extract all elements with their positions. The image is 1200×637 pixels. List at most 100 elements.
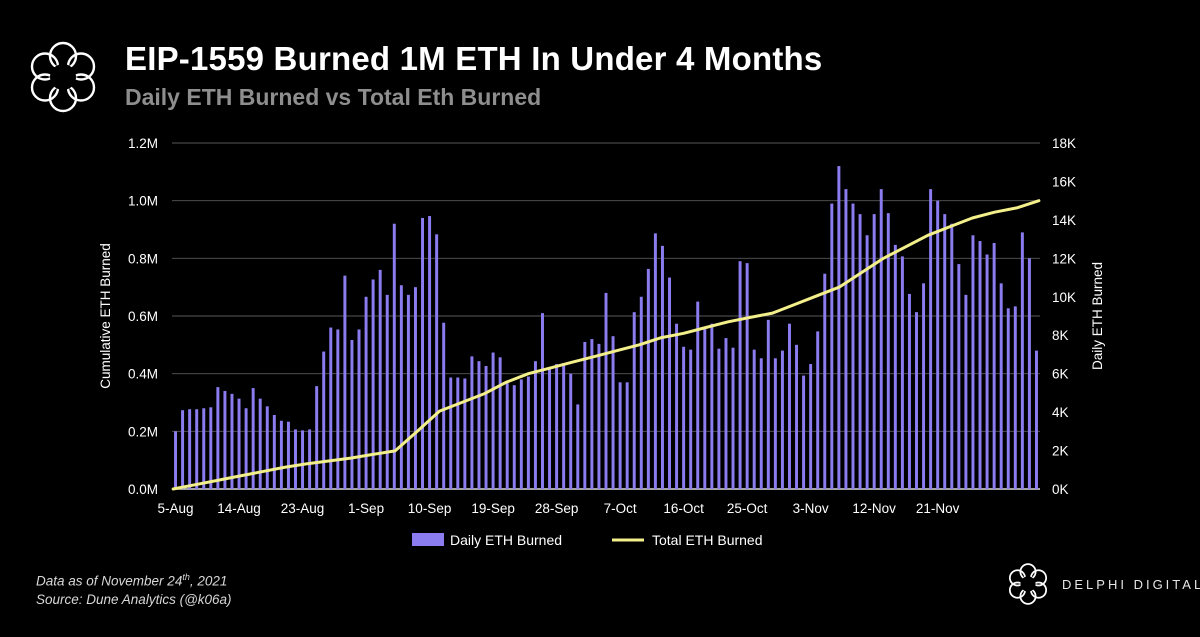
bar-daily-eth-burned <box>286 421 290 489</box>
x-tick-label: 14-Aug <box>217 501 261 516</box>
bar-daily-eth-burned <box>738 261 742 489</box>
x-tick-label: 21-Nov <box>916 501 960 516</box>
bar-daily-eth-burned <box>491 352 495 489</box>
right-tick-label: 10K <box>1052 290 1076 305</box>
bar-daily-eth-burned <box>844 189 848 489</box>
x-tick-label: 23-Aug <box>281 501 325 516</box>
left-tick-label: 0.4M <box>128 367 158 382</box>
bar-daily-eth-burned <box>251 388 255 489</box>
bar-daily-eth-burned <box>413 287 417 489</box>
left-tick-label: 0.8M <box>128 251 158 266</box>
bar-daily-eth-burned <box>301 430 305 489</box>
bar-daily-eth-burned <box>463 378 467 489</box>
bar-daily-eth-burned <box>385 294 389 489</box>
bar-daily-eth-burned <box>766 319 770 489</box>
bar-daily-eth-burned <box>442 322 446 489</box>
bar-daily-eth-burned <box>315 386 319 489</box>
x-tick-label: 10-Sep <box>408 501 452 516</box>
bar-daily-eth-burned <box>371 279 375 489</box>
bar-daily-eth-burned <box>745 263 749 489</box>
bar-daily-eth-burned <box>978 241 982 489</box>
bar-daily-eth-burned <box>653 233 657 489</box>
bar-daily-eth-burned <box>526 376 530 489</box>
right-tick-label: 8K <box>1052 328 1069 343</box>
x-tick-label: 3-Nov <box>793 501 829 516</box>
bar-daily-eth-burned <box>971 235 975 489</box>
bar-daily-eth-burned <box>639 296 643 489</box>
x-tick-label: 1-Sep <box>348 501 384 516</box>
bar-daily-eth-burned <box>590 339 594 489</box>
left-axis-title: Cumulative ETH Burned <box>98 243 113 389</box>
bar-daily-eth-burned <box>773 358 777 489</box>
x-tick-label: 12-Nov <box>852 501 896 516</box>
bar-daily-eth-burned <box>837 166 841 490</box>
left-tick-label: 1.2M <box>128 136 158 151</box>
bar-daily-eth-burned <box>484 365 488 489</box>
bar-daily-eth-burned <box>329 327 333 489</box>
bar-daily-eth-burned <box>893 244 897 489</box>
bar-daily-eth-burned <box>1034 350 1038 489</box>
bar-daily-eth-burned <box>795 344 799 489</box>
legend-label-daily: Daily ETH Burned <box>450 532 562 548</box>
page-subtitle: Daily ETH Burned vs Total Eth Burned <box>125 84 542 110</box>
bar-daily-eth-burned <box>576 404 580 489</box>
bar-daily-eth-burned <box>900 256 904 489</box>
bar-daily-eth-burned <box>449 377 453 489</box>
bar-daily-eth-burned <box>216 387 220 489</box>
bar-daily-eth-burned <box>294 429 297 489</box>
bar-daily-eth-burned <box>279 420 283 489</box>
bar-daily-eth-burned <box>696 301 700 489</box>
bar-daily-eth-burned <box>470 356 474 489</box>
bar-daily-eth-burned <box>703 326 707 489</box>
bar-daily-eth-burned <box>555 364 559 489</box>
bar-daily-eth-burned <box>237 398 241 489</box>
bar-daily-eth-burned <box>992 242 996 489</box>
bar-daily-eth-burned <box>802 375 806 489</box>
bar-daily-eth-burned <box>336 329 340 489</box>
right-axis-ticks: 0K 2K 4K 6K 8K 10K 12K 14K 16K 18K <box>1052 136 1076 497</box>
brand-name: DELPHI DIGITAL <box>1062 577 1200 592</box>
bar-daily-eth-burned <box>950 223 954 489</box>
bar-daily-eth-burned <box>209 407 213 489</box>
bar-daily-eth-burned <box>428 216 432 490</box>
bar-daily-eth-burned <box>787 323 791 489</box>
bar-daily-eth-burned <box>964 294 968 489</box>
bar-daily-eth-burned <box>188 409 192 489</box>
legend-swatch-daily <box>412 533 444 546</box>
legend-label-total: Total ETH Burned <box>652 532 763 548</box>
left-tick-label: 0.0M <box>128 482 158 497</box>
bar-daily-eth-burned <box>505 383 509 489</box>
bar-daily-eth-burned <box>604 292 608 489</box>
chart-legend: Daily ETH Burned Total ETH Burned <box>412 532 763 548</box>
bar-daily-eth-burned <box>308 429 312 489</box>
bar-daily-eth-burned <box>816 331 820 489</box>
bar-daily-eth-burned <box>1027 258 1031 489</box>
right-tick-label: 6K <box>1052 367 1069 382</box>
right-tick-label: 0K <box>1052 482 1069 497</box>
bar-daily-eth-burned <box>618 382 622 489</box>
bar-daily-eth-burned <box>597 343 601 489</box>
bar-daily-eth-burned <box>533 361 537 489</box>
bar-daily-eth-burned <box>865 235 869 489</box>
bar-daily-eth-burned <box>660 245 664 489</box>
bar-daily-eth-burned <box>244 408 248 489</box>
bar-daily-eth-burned <box>512 385 516 489</box>
bar-daily-eth-burned <box>548 368 552 489</box>
bar-daily-eth-burned <box>872 214 876 489</box>
bar-daily-eth-burned <box>780 350 784 489</box>
right-tick-label: 4K <box>1052 405 1069 420</box>
bar-daily-eth-burned <box>498 357 502 489</box>
bar-daily-eth-burned <box>943 214 947 489</box>
right-tick-label: 16K <box>1052 174 1076 189</box>
bar-daily-eth-burned <box>907 293 911 489</box>
x-tick-label: 25-Oct <box>727 501 768 516</box>
bar-daily-eth-burned <box>886 213 890 489</box>
bar-daily-eth-burned <box>272 414 276 489</box>
bar-daily-eth-burned <box>265 406 269 489</box>
bar-daily-eth-burned <box>625 382 629 489</box>
right-tick-label: 18K <box>1052 136 1076 151</box>
x-tick-label: 5-Aug <box>158 501 194 516</box>
bar-daily-eth-burned <box>985 254 989 489</box>
bar-daily-eth-burned <box>689 349 693 489</box>
